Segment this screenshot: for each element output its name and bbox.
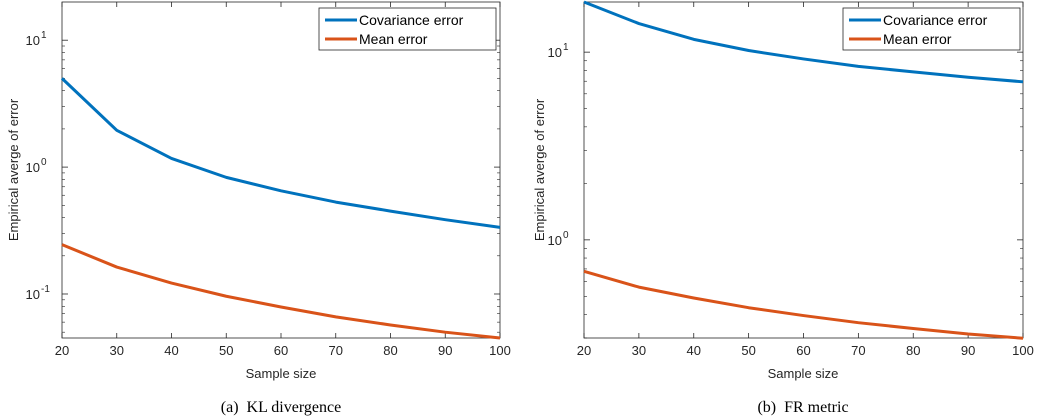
y-axis-label: Empirical averge of error: [6, 98, 21, 241]
legend-entry: Mean error: [883, 31, 952, 47]
legend: Covariance error Mean error: [842, 7, 1021, 51]
y-tick-label: 10: [26, 287, 40, 302]
plot-area: [583, 1, 1024, 339]
caption-kl-divergence: (a) KL divergence: [221, 399, 341, 416]
y-tick-exponent: 1: [563, 42, 569, 53]
x-tick-label: 40: [687, 343, 701, 358]
x-tick-label: 50: [219, 343, 233, 358]
x-tick-label: 20: [55, 343, 69, 358]
x-axis-ticks: 20 30 40 50 60 70 80 90 100: [577, 2, 1034, 358]
legend-box: [842, 7, 1021, 51]
y-tick-exponent: 1: [41, 30, 47, 41]
y-tick-exponent: -1: [41, 284, 50, 295]
x-axis-label: Sample size: [246, 366, 317, 381]
x-tick-label: 90: [961, 343, 975, 358]
caption-fr-metric: (b) FR metric: [757, 399, 848, 416]
y-tick-label: 10: [26, 33, 40, 48]
axes-box: [61, 1, 501, 339]
x-tick-label: 50: [741, 343, 755, 358]
y-axis-label: Empirical averge of error: [532, 98, 547, 241]
x-tick-label: 80: [906, 343, 920, 358]
legend-entry: Covariance error: [359, 12, 464, 28]
y-tick-label: 10: [26, 160, 40, 175]
x-tick-label: 60: [796, 343, 810, 358]
y-tick-exponent: 0: [41, 157, 47, 168]
y-tick-exponent: 0: [563, 230, 569, 241]
x-tick-label: 20: [577, 343, 591, 358]
x-tick-label: 30: [110, 343, 124, 358]
x-tick-label: 70: [329, 343, 343, 358]
x-tick-label: 60: [274, 343, 288, 358]
series-layer: [60, 77, 501, 340]
x-tick-label: 40: [164, 343, 178, 358]
x-tick-label: 100: [1012, 343, 1034, 358]
x-axis-label: Sample size: [768, 366, 839, 381]
x-tick-label: 100: [489, 343, 511, 358]
legend-entry: Mean error: [359, 31, 428, 47]
series-layer: [583, 0, 1024, 340]
legend-box: [318, 7, 497, 51]
y-tick-label: 10: [548, 45, 562, 60]
x-tick-label: 90: [438, 343, 452, 358]
x-axis-ticks: 20 30 40 50 60 70 80 90 100: [55, 2, 511, 358]
x-tick-label: 80: [383, 343, 397, 358]
x-tick-label: 70: [851, 343, 865, 358]
y-tick-label: 10: [548, 233, 562, 248]
legend-entry: Covariance error: [883, 12, 988, 28]
x-tick-label: 30: [632, 343, 646, 358]
legend: Covariance error Mean error: [318, 7, 497, 51]
axes-box: [583, 1, 1024, 339]
plot-area: [61, 1, 501, 339]
